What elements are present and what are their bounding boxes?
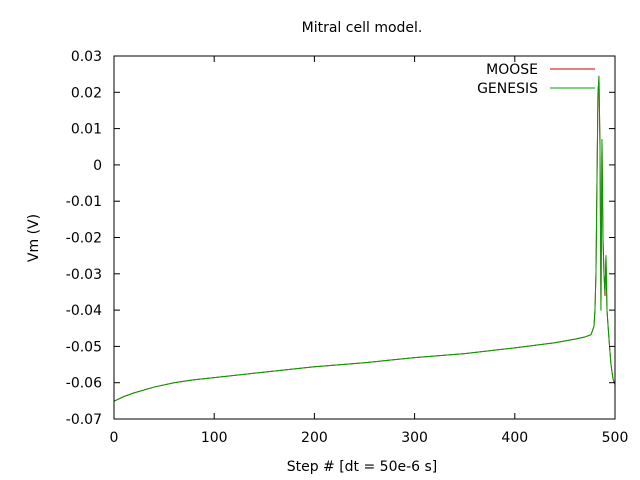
- y-tick-label: -0.05: [66, 339, 102, 355]
- y-axis-label: Vm (V): [26, 214, 42, 262]
- legend-label-moose: MOOSE: [486, 62, 538, 78]
- chart-title: Mitral cell model.: [302, 20, 423, 36]
- series-line-genesis: [113, 75, 616, 402]
- y-tick-label: -0.04: [66, 303, 102, 319]
- x-tick-label: 0: [110, 430, 119, 446]
- x-tick-label: 500: [602, 430, 629, 446]
- x-tick-label: 200: [301, 430, 328, 446]
- x-axis-label: Step # [dt = 50e-6 s]: [287, 459, 438, 475]
- y-tick-label: -0.07: [66, 412, 102, 428]
- y-tick-label: 0.03: [71, 49, 102, 65]
- ticks-layer: 0 100 200 300 400 500 -0.07 -0.06 -0.05 -0.04 -0.0…: [66, 49, 629, 446]
- y-tick-label: -0.01: [66, 194, 102, 210]
- y-tick-label: 0.02: [71, 85, 102, 101]
- legend-label-genesis: GENESIS: [477, 81, 538, 97]
- y-tick-label: 0.01: [71, 122, 102, 138]
- legend: MOOSE GENESIS: [477, 62, 595, 97]
- y-tick-label: -0.06: [66, 376, 102, 392]
- x-tick-label: 100: [201, 430, 228, 446]
- x-tick-label: 300: [401, 430, 428, 446]
- x-tick-label: 400: [501, 430, 528, 446]
- y-tick-label: -0.02: [66, 231, 102, 247]
- y-tick-label: 0: [93, 158, 102, 174]
- series-layer: [113, 75, 616, 402]
- y-tick-label: -0.03: [66, 267, 102, 283]
